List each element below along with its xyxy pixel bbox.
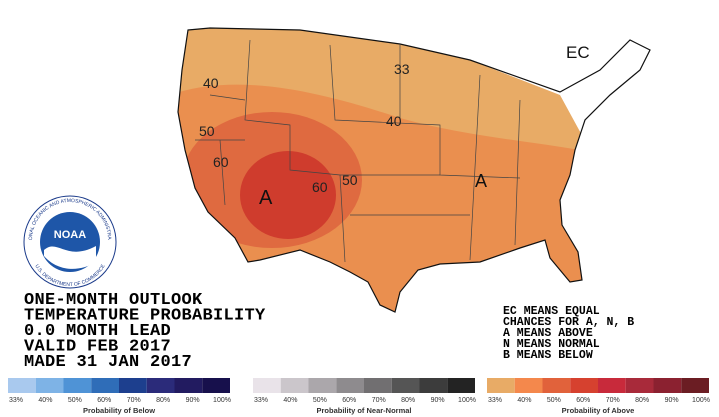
logo-wave (44, 246, 96, 269)
legend-swatch (625, 378, 654, 393)
legend-swatch (391, 378, 420, 393)
legend: 33% 40% 50% 60% 70% 80% 90% 100% Probability of … (8, 378, 710, 415)
legend-tick: 80% (635, 397, 649, 404)
legend-swatch (570, 378, 598, 393)
legend-swatch (8, 378, 36, 393)
legend-tick: 50% (313, 397, 327, 404)
legend-tick: 100% (458, 397, 476, 404)
legend-tick: 40% (283, 397, 297, 404)
legend-swatch (419, 378, 448, 393)
legend-tick: 90% (431, 397, 445, 404)
key-line: B MEANS BELOW (503, 349, 593, 362)
legend-title: Probability of Below (83, 406, 155, 415)
legend-tick: 33% (488, 397, 502, 404)
above-60 (240, 151, 336, 239)
legend-swatch (119, 378, 147, 393)
legend-swatch (542, 378, 571, 393)
legend-tick: 33% (9, 397, 23, 404)
us-outline (177, 27, 651, 313)
legend-tick: 90% (186, 397, 200, 404)
contour-label: 60 (312, 179, 328, 195)
title-line: TEMPERATURE PROBABILITY (24, 307, 266, 326)
legend-swatch (487, 378, 515, 393)
legend-swatch (253, 378, 281, 393)
legend-tick: 100% (692, 397, 710, 404)
title-line: VALID FEB 2017 (24, 338, 171, 357)
legend-swatch (174, 378, 203, 393)
title-line: MADE 31 JAN 2017 (24, 353, 192, 372)
key-line: EC MEANS EQUAL (503, 305, 600, 318)
legend-tick: 50% (68, 397, 82, 404)
legend-tick: 90% (665, 397, 679, 404)
legend-tick: 80% (156, 397, 170, 404)
legend-title: Probability of Above (562, 406, 635, 415)
legend-tick: 33% (254, 397, 268, 404)
legend-tick: 70% (606, 397, 620, 404)
legend-swatch (63, 378, 92, 393)
contour-label: 33 (394, 61, 410, 77)
legend-swatch (146, 378, 175, 393)
legend-swatch (280, 378, 309, 393)
legend-swatch (91, 378, 119, 393)
legend-tick: 60% (576, 397, 590, 404)
contour-label: 50 (199, 123, 215, 139)
legend-swatch (336, 378, 364, 393)
legend-swatch (202, 378, 230, 393)
legend-swatch (514, 378, 543, 393)
legend-swatch (653, 378, 682, 393)
contour-label: 40 (386, 113, 402, 129)
contour-label: 40 (203, 75, 219, 91)
legend-swatch (681, 378, 709, 393)
legend-swatch (35, 378, 64, 393)
legend-tick: 60% (342, 397, 356, 404)
contour-label: 50 (342, 172, 358, 188)
state-lines (195, 39, 521, 263)
legend-swatch (447, 378, 475, 393)
key-line: N MEANS NORMAL (503, 338, 600, 351)
legend-title: Probability of Near-Normal (316, 406, 411, 415)
legend-swatch (598, 378, 626, 393)
legend-tick: 80% (401, 397, 415, 404)
legend-tick: 70% (372, 397, 386, 404)
title-line: 0.0 MONTH LEAD (24, 322, 171, 341)
region-label: EC (566, 43, 590, 62)
legend-tick: 100% (213, 397, 231, 404)
region-label: A (259, 187, 273, 209)
contour-label: 60 (213, 154, 229, 170)
legend-tick: 70% (127, 397, 141, 404)
key-line: CHANCES FOR A, N, B (503, 316, 634, 329)
key-line: A MEANS ABOVE (503, 327, 593, 340)
legend-swatch (364, 378, 392, 393)
legend-tick: 50% (547, 397, 561, 404)
legend-tick: 60% (97, 397, 111, 404)
legend-swatch (308, 378, 337, 393)
title-line: ONE-MONTH OUTLOOK (24, 291, 203, 310)
region-label: A (475, 171, 487, 191)
legend-tick: 40% (517, 397, 531, 404)
logo-name: NOAA (54, 229, 86, 241)
legend-tick: 40% (38, 397, 52, 404)
